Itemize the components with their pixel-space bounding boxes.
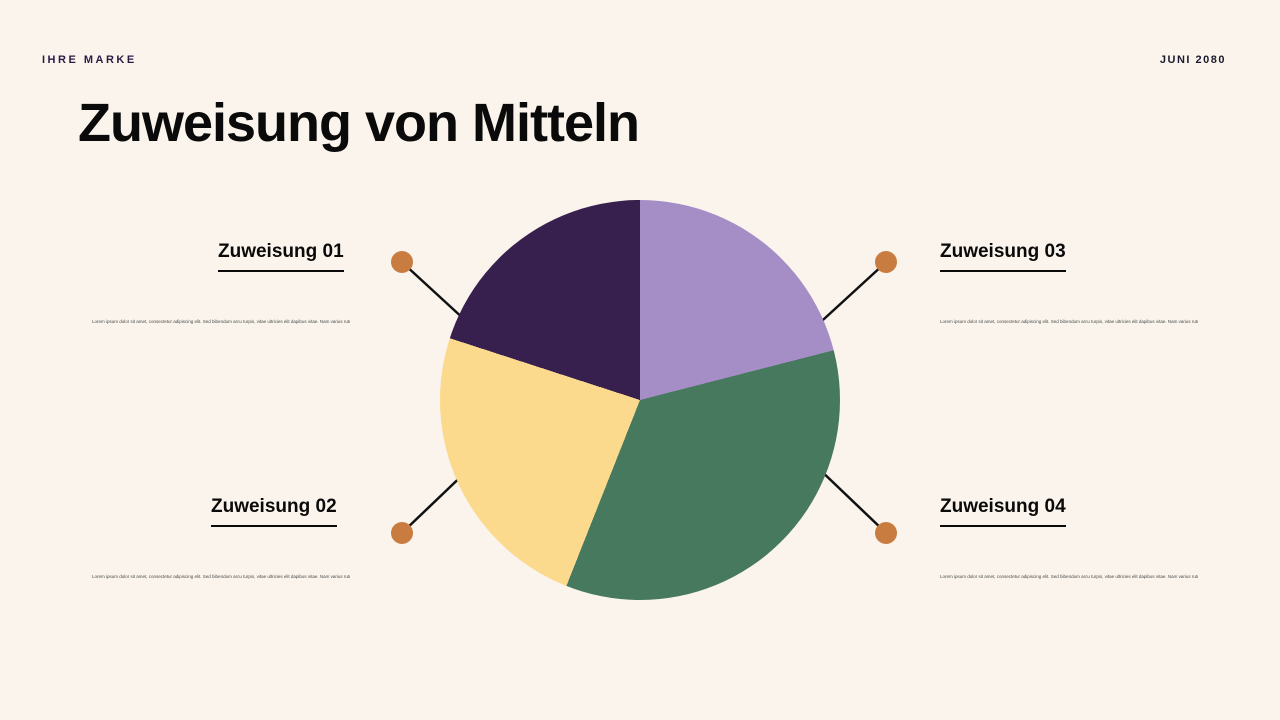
- connector-dot-01: [391, 251, 413, 273]
- callout-desc-03: Lorem ipsum dolor sit amet, consectetur …: [940, 319, 1198, 324]
- callout-desc-04: Lorem ipsum dolor sit amet, consectetur …: [940, 574, 1198, 579]
- connector-dot-04: [875, 522, 897, 544]
- page-title: Zuweisung von Mitteln: [78, 93, 640, 153]
- callout-desc-01: Lorem ipsum dolor sit amet, consectetur …: [92, 319, 350, 324]
- connector-dot-02: [391, 522, 413, 544]
- connector-dot-03: [875, 251, 897, 273]
- callout-desc-02: Lorem ipsum dolor sit amet, consectetur …: [92, 574, 350, 579]
- brand-label: IHRE MARKE: [42, 54, 137, 66]
- callout-label-02: Zuweisung 02: [211, 496, 337, 527]
- callout-label-04: Zuweisung 04: [940, 496, 1066, 527]
- date-label: JUNI 2080: [1159, 54, 1226, 66]
- pie-chart: [440, 200, 840, 600]
- callout-label-03: Zuweisung 03: [940, 241, 1066, 272]
- callout-label-01: Zuweisung 01: [218, 241, 344, 272]
